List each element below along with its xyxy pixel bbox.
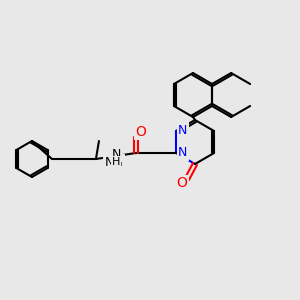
- Text: H: H: [112, 157, 120, 167]
- Text: N: N: [178, 124, 187, 136]
- Text: N: N: [111, 148, 121, 160]
- Text: O: O: [136, 125, 146, 139]
- Text: NH: NH: [105, 155, 123, 169]
- Text: N: N: [178, 146, 187, 160]
- Text: O: O: [177, 176, 188, 190]
